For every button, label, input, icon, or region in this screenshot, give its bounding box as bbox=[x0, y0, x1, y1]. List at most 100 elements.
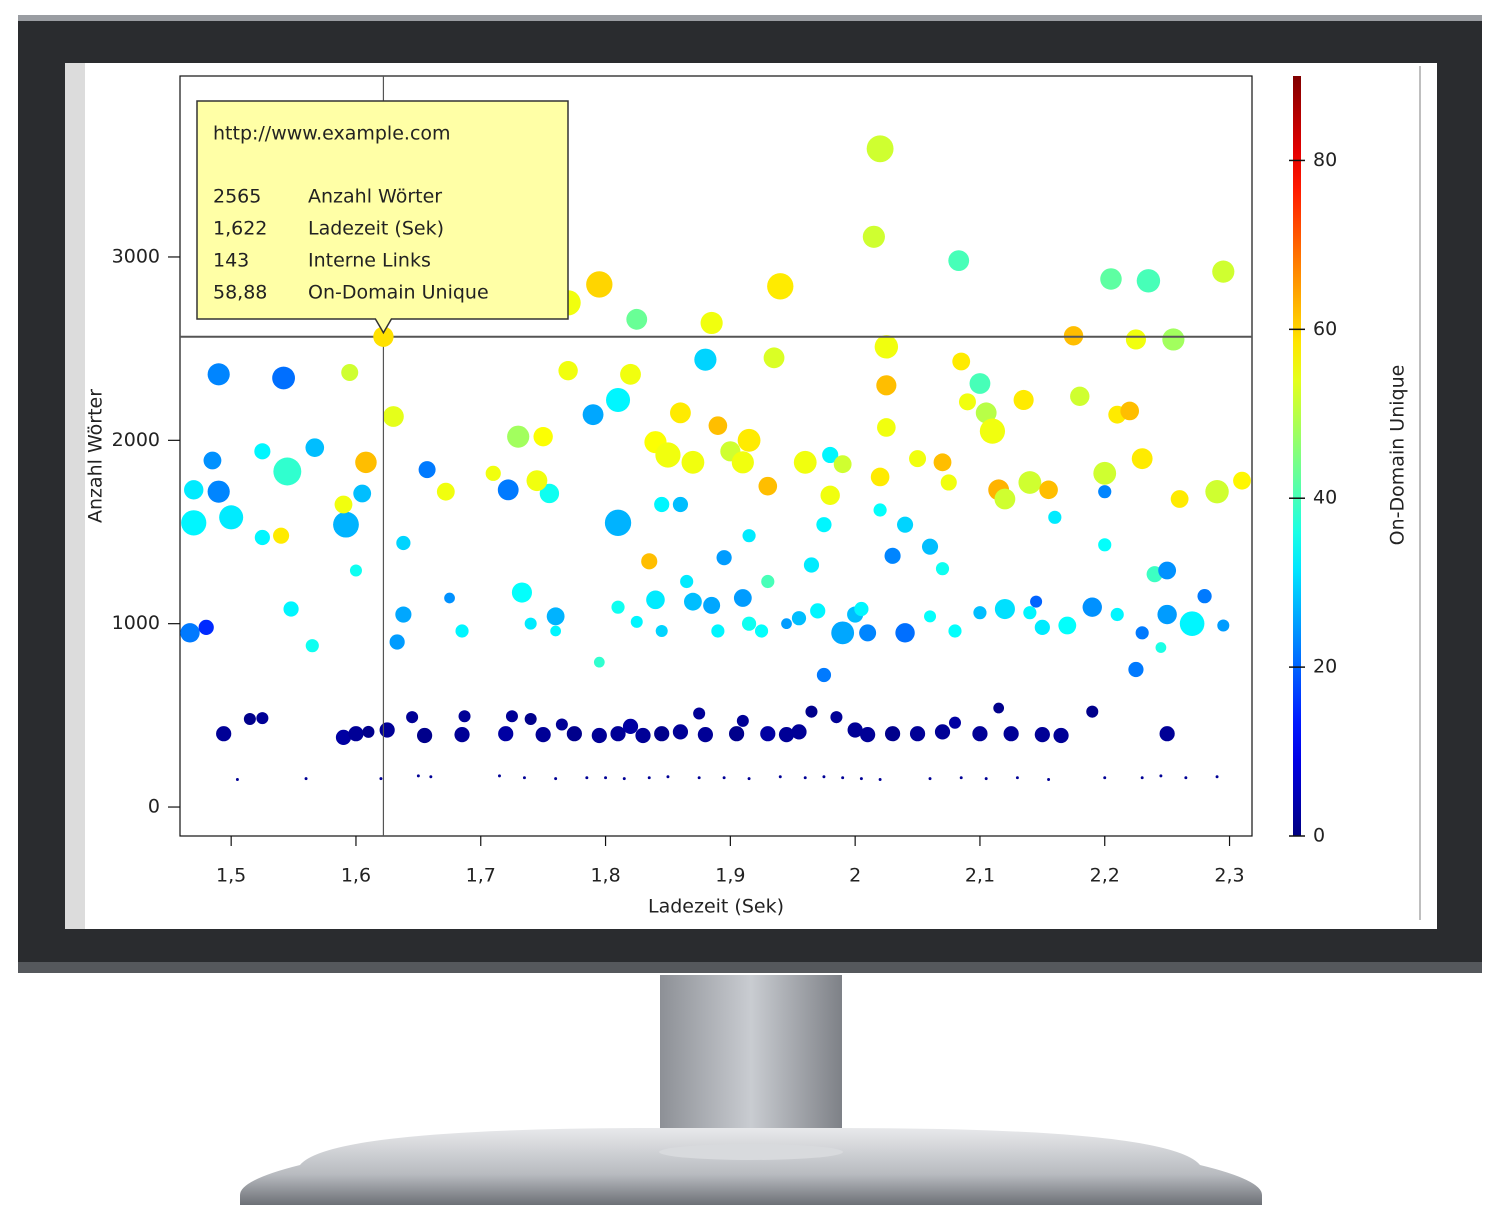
bubble bbox=[1159, 726, 1175, 742]
bubble bbox=[1048, 510, 1062, 524]
x-axis-label: Ladezeit (Sek) bbox=[648, 896, 784, 918]
y-tick-label: 3000 bbox=[112, 245, 160, 267]
bubble bbox=[1128, 661, 1144, 678]
bubble bbox=[1098, 538, 1112, 552]
tooltip-label: Anzahl Wörter bbox=[308, 186, 442, 208]
bubble bbox=[860, 727, 876, 743]
bubble bbox=[1205, 479, 1229, 504]
bubble bbox=[305, 438, 325, 457]
y-tick-label: 0 bbox=[148, 796, 160, 818]
bubble bbox=[1184, 776, 1188, 780]
tooltip-value: 2565 bbox=[213, 186, 261, 208]
bubble bbox=[810, 603, 826, 619]
bubble bbox=[305, 639, 319, 653]
bubble bbox=[948, 250, 970, 272]
bubble bbox=[859, 777, 863, 781]
bubble bbox=[626, 308, 648, 330]
bubble bbox=[1098, 485, 1112, 499]
bubble bbox=[711, 624, 725, 638]
bubble bbox=[593, 656, 605, 668]
bubble bbox=[620, 363, 641, 385]
bubble bbox=[1155, 642, 1167, 653]
bubble bbox=[952, 352, 971, 371]
x-tick-label: 1,6 bbox=[341, 865, 371, 887]
colorbar-tick-label: 40 bbox=[1313, 487, 1337, 509]
bubble bbox=[273, 457, 302, 486]
bubble bbox=[511, 582, 532, 603]
bezel-edge bbox=[18, 15, 1482, 21]
bubble bbox=[655, 625, 668, 638]
bubble bbox=[1018, 471, 1042, 494]
bubble bbox=[184, 480, 204, 500]
tooltip-label: Ladezeit (Sek) bbox=[308, 218, 444, 240]
tooltip-value: 143 bbox=[213, 250, 249, 272]
bubble bbox=[654, 726, 670, 742]
monitor-neck bbox=[660, 975, 842, 1150]
bubble bbox=[558, 360, 578, 381]
bubble bbox=[793, 450, 817, 474]
x-tick-label: 1,7 bbox=[466, 865, 496, 887]
screen-left-strip bbox=[65, 63, 85, 929]
bubble bbox=[654, 496, 670, 513]
bubble bbox=[700, 311, 723, 335]
bubble bbox=[791, 724, 807, 740]
bubble bbox=[591, 727, 607, 744]
bubble bbox=[454, 727, 470, 743]
bubble bbox=[697, 776, 701, 780]
bubble bbox=[933, 453, 952, 472]
bubble bbox=[524, 617, 537, 630]
bezel-bottom bbox=[18, 962, 1482, 973]
bubble bbox=[1159, 774, 1163, 778]
bubble bbox=[1034, 619, 1050, 635]
bubble bbox=[666, 775, 670, 779]
bubble bbox=[822, 775, 826, 779]
bubble bbox=[406, 711, 419, 724]
bubble bbox=[1034, 727, 1050, 743]
tooltip-box bbox=[196, 100, 569, 335]
bubble bbox=[870, 467, 890, 487]
bubble bbox=[716, 550, 732, 566]
bubble bbox=[805, 705, 818, 718]
bubble bbox=[1170, 490, 1189, 508]
bubble bbox=[273, 527, 290, 544]
bubble bbox=[761, 574, 775, 589]
bubble bbox=[355, 451, 377, 474]
bubble bbox=[485, 465, 501, 481]
bubble bbox=[539, 483, 560, 504]
bubble bbox=[733, 589, 752, 607]
bubble bbox=[1070, 386, 1090, 407]
bubble bbox=[216, 726, 232, 742]
highlighted-bubble bbox=[373, 326, 394, 347]
bubble bbox=[555, 718, 568, 731]
bubble bbox=[1212, 260, 1235, 283]
x-tick-label: 1,5 bbox=[216, 865, 246, 887]
bubble bbox=[585, 776, 589, 780]
monitor-base bbox=[240, 1128, 1262, 1205]
bubble bbox=[897, 516, 914, 533]
bubble bbox=[203, 451, 222, 470]
bubble bbox=[243, 713, 256, 726]
y-tick-label: 1000 bbox=[112, 612, 160, 634]
bubble bbox=[672, 496, 689, 513]
bubble bbox=[741, 616, 757, 631]
bubble bbox=[507, 425, 530, 448]
colorbar-tick-label: 60 bbox=[1313, 318, 1337, 340]
bubble bbox=[703, 596, 721, 614]
bubble bbox=[973, 606, 987, 620]
bubble bbox=[1162, 328, 1185, 351]
bubble bbox=[611, 600, 625, 614]
bubble bbox=[630, 615, 643, 628]
bubble bbox=[622, 777, 626, 781]
bubble bbox=[760, 726, 776, 742]
bubble bbox=[1058, 616, 1077, 635]
bubble bbox=[742, 529, 756, 543]
bubble bbox=[1179, 611, 1205, 636]
bubble bbox=[1039, 480, 1058, 500]
bubble bbox=[854, 601, 869, 617]
bubble bbox=[736, 714, 749, 727]
x-tick-label: 2,1 bbox=[965, 865, 995, 887]
bubble bbox=[934, 724, 951, 740]
bubble bbox=[335, 729, 352, 745]
bubble bbox=[458, 710, 471, 723]
bubble bbox=[379, 722, 395, 738]
